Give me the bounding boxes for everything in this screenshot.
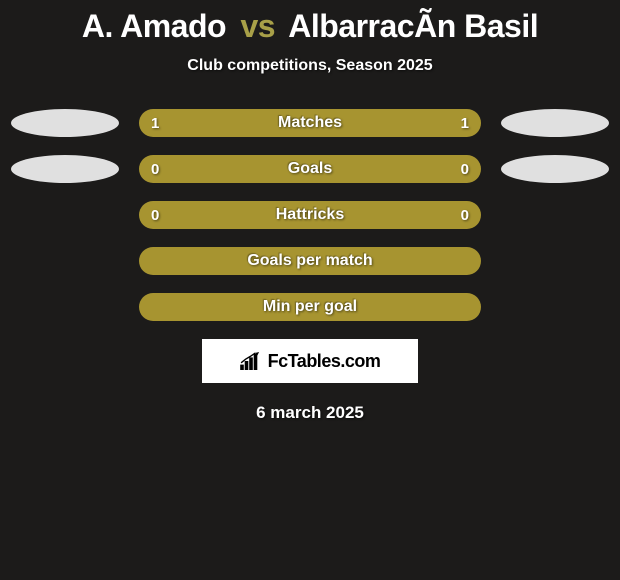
player1-ellipse [11, 155, 119, 183]
player2-name: AlbarracÃ­n Basil [288, 8, 538, 44]
stat-label: Min per goal [263, 298, 357, 316]
stat-value-right: 1 [461, 115, 469, 132]
vs-text: vs [240, 8, 275, 44]
stat-bar: Min per goal [139, 293, 481, 321]
stat-label: Matches [278, 114, 342, 132]
stat-value-left: 0 [151, 207, 159, 224]
player1-name: A. Amado [82, 8, 226, 44]
stats-rows: 1 Matches 1 0 Goals 0 0 Hattricks 0 Goals per mat… [0, 109, 620, 321]
stat-value-left: 1 [151, 115, 159, 132]
logo-text: FcTables.com [268, 351, 381, 372]
stat-bar: 0 Hattricks 0 [139, 201, 481, 229]
stat-label: Goals [288, 160, 332, 178]
stat-value-right: 0 [461, 207, 469, 224]
stat-label: Hattricks [276, 206, 344, 224]
player2-ellipse [501, 109, 609, 137]
stat-row: Goals per match [0, 247, 620, 275]
stat-value-right: 0 [461, 161, 469, 178]
stat-value-left: 0 [151, 161, 159, 178]
stat-row: 0 Hattricks 0 [0, 201, 620, 229]
stat-row: Min per goal [0, 293, 620, 321]
stat-bar: Goals per match [139, 247, 481, 275]
bar-chart-icon [240, 352, 262, 370]
subtitle: Club competitions, Season 2025 [0, 57, 620, 75]
stat-row: 1 Matches 1 [0, 109, 620, 137]
player1-ellipse [11, 109, 119, 137]
logo-box: FcTables.com [202, 339, 418, 383]
stat-row: 0 Goals 0 [0, 155, 620, 183]
comparison-title: A. Amado vs AlbarracÃ­n Basil [0, 0, 620, 45]
date-text: 6 march 2025 [0, 403, 620, 423]
stat-bar: 1 Matches 1 [139, 109, 481, 137]
stat-bar: 0 Goals 0 [139, 155, 481, 183]
player2-ellipse [501, 155, 609, 183]
stat-label: Goals per match [247, 252, 372, 270]
